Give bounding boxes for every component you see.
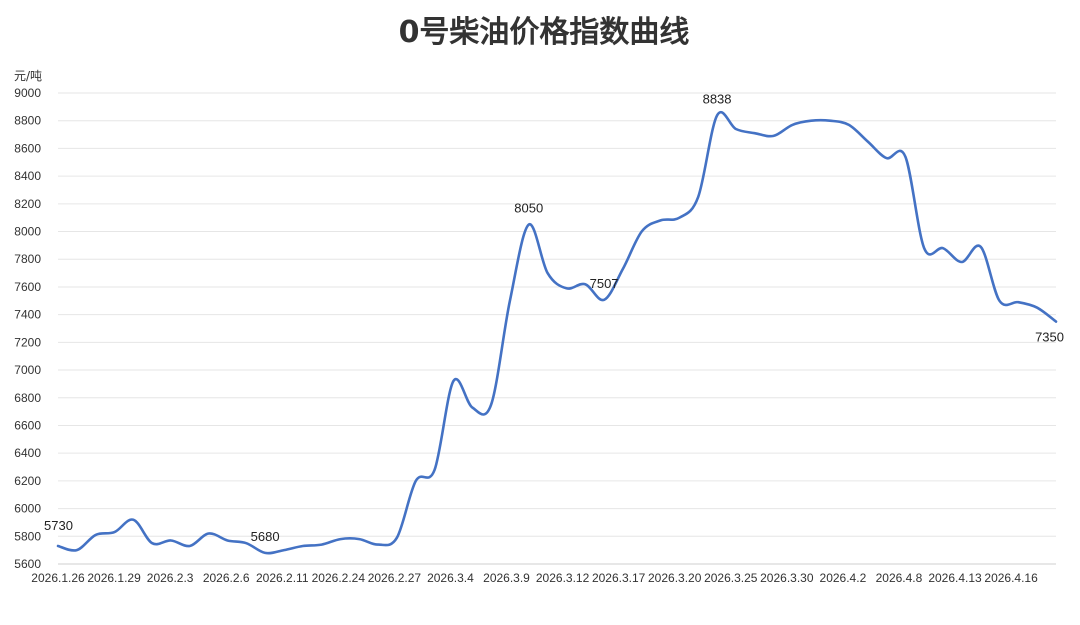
data-label: 8050 bbox=[514, 201, 543, 216]
series-line-diesel-price bbox=[56, 111, 1058, 555]
y-tick-label: 6600 bbox=[14, 418, 41, 432]
y-tick-label: 7600 bbox=[14, 280, 41, 294]
y-tick-label: 6800 bbox=[14, 391, 41, 405]
x-tick-label: 2026.4.16 bbox=[984, 571, 1038, 585]
y-tick-label: 7000 bbox=[14, 363, 41, 377]
y-axis-ticks: 5600 5800 6000 6200 6400 6600 6800 7000 7200 7400… bbox=[14, 86, 41, 571]
gridlines bbox=[58, 92, 1056, 537]
y-tick-label: 7800 bbox=[14, 252, 41, 266]
x-tick-label: 2026.4.8 bbox=[876, 571, 923, 585]
y-tick-label: 8000 bbox=[14, 225, 41, 239]
x-tick-label: 2026.2.24 bbox=[312, 571, 366, 585]
x-tick-label: 2026.3.4 bbox=[427, 571, 474, 585]
data-label: 8838 bbox=[703, 91, 732, 106]
data-label: 7507 bbox=[590, 276, 619, 291]
x-tick-label: 2026.2.3 bbox=[147, 571, 194, 585]
y-tick-label: 6200 bbox=[14, 474, 41, 488]
data-label: 5680 bbox=[251, 529, 280, 544]
y-tick-label: 8600 bbox=[14, 141, 41, 155]
x-tick-label: 2026.3.20 bbox=[648, 571, 702, 585]
data-labels: 5730 5680 8050 7507 8838 7350 bbox=[44, 91, 1064, 543]
y-tick-label: 5800 bbox=[14, 529, 41, 543]
y-tick-label: 5600 bbox=[14, 557, 41, 571]
x-tick-label: 2026.1.26 bbox=[31, 571, 85, 585]
y-tick-label: 7200 bbox=[14, 335, 41, 349]
x-tick-label: 2026.4.2 bbox=[820, 571, 867, 585]
x-tick-label: 2026.4.13 bbox=[928, 571, 982, 585]
x-tick-label: 2026.3.30 bbox=[760, 571, 814, 585]
x-axis-ticks: 2026.1.26 2026.1.29 2026.2.3 2026.2.6 2026.2… bbox=[31, 571, 1038, 585]
y-tick-label: 8200 bbox=[14, 197, 41, 211]
x-tick-label: 2026.1.29 bbox=[87, 571, 141, 585]
chart-title: 0号柴油价格指数曲线 bbox=[399, 15, 690, 50]
x-tick-label: 2026.3.9 bbox=[483, 571, 530, 585]
y-tick-label: 6400 bbox=[14, 446, 41, 460]
data-label: 5730 bbox=[44, 518, 73, 533]
y-tick-label: 7400 bbox=[14, 308, 41, 322]
x-tick-label: 2026.3.25 bbox=[704, 571, 758, 585]
y-tick-label: 8800 bbox=[14, 114, 41, 128]
x-tick-label: 2026.2.27 bbox=[368, 571, 422, 585]
y-tick-label: 9000 bbox=[14, 86, 41, 100]
y-tick-label: 6000 bbox=[14, 502, 41, 516]
x-tick-label: 2026.3.12 bbox=[536, 571, 590, 585]
x-tick-label: 2026.2.11 bbox=[256, 571, 309, 585]
y-axis-unit: 元/吨 bbox=[14, 69, 42, 83]
y-tick-label: 8400 bbox=[14, 169, 41, 183]
x-tick-label: 2026.3.17 bbox=[592, 571, 646, 585]
data-label: 7350 bbox=[1035, 330, 1064, 345]
x-tick-label: 2026.2.6 bbox=[203, 571, 250, 585]
